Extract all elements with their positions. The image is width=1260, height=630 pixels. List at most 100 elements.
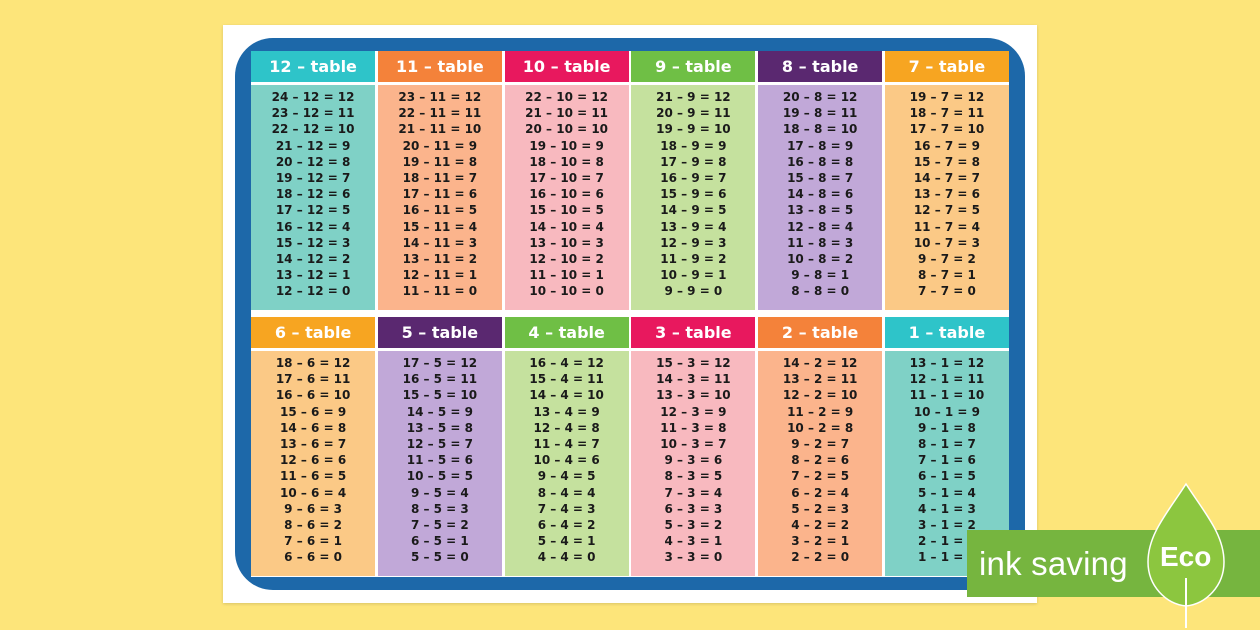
table-body: 17 – 5 = 12 16 – 5 = 11 15 – 5 = 10 14 – 5 … [377,351,502,576]
fact-row: 8 – 1 = 7 [918,436,976,451]
fact-row: 2 – 1 = 1 [918,534,976,549]
table-body: 15 – 3 = 12 14 – 3 = 11 13 – 3 = 10 12 – 3 … [631,351,756,576]
fact-row: 5 – 5 = 0 [410,550,469,565]
fact-row: 4 – 3 = 1 [664,534,723,549]
fact-row: 13 – 7 = 6 [913,187,980,202]
fact-row: 11 – 2 = 9 [787,404,854,419]
worksheet-preview: 12 – table 24 – 12 = 12 23 – 12 = 11 22 – 1… [223,25,1037,603]
fact-row: 14 – 2 = 12 [782,356,858,370]
fact-row: 15 – 10 = 5 [529,203,604,218]
fact-row: 2 – 2 = 0 [791,550,850,565]
tables-row-top: 12 – table 24 – 12 = 12 23 – 12 = 11 22 – 1… [251,51,1009,310]
fact-row: 13 – 9 = 4 [660,219,727,234]
table-body: 23 – 11 = 12 22 – 11 = 11 21 – 11 = 10 20 –… [377,85,502,310]
fact-row: 22 – 10 = 12 [525,90,609,104]
fact-row: 9 – 5 = 4 [410,485,469,500]
fact-row: 11 – 10 = 1 [529,268,604,283]
fact-row: 20 – 9 = 11 [656,106,731,121]
fact-row: 19 – 9 = 10 [656,122,731,137]
fact-row: 9 – 4 = 5 [537,469,596,484]
table-header: 11 – table [377,51,502,82]
table-body: 24 – 12 = 12 23 – 12 = 11 22 – 12 = 10 21 –… [251,85,376,310]
fact-row: 7 – 5 = 2 [410,517,469,532]
fact-row: 14 – 8 = 6 [787,187,854,202]
fact-row: 22 – 12 = 10 [271,122,355,137]
fact-row: 7 – 1 = 6 [918,453,976,468]
fact-row: 5 – 2 = 3 [791,501,850,516]
fact-row: 10 – 10 = 0 [529,284,604,299]
subtraction-table: 11 – table 23 – 11 = 12 22 – 11 = 11 21 – 1… [377,51,502,310]
fact-row: 15 – 6 = 9 [280,404,347,419]
table-header: 5 – table [377,317,502,348]
fact-row: 9 – 9 = 0 [664,284,723,299]
table-header: 7 – table [884,51,1009,82]
fact-row: 18 – 8 = 10 [782,122,858,137]
fact-row: 20 – 10 = 10 [525,122,609,137]
fact-row: 16 – 6 = 10 [275,388,351,403]
fact-row: 23 – 11 = 12 [398,90,482,104]
subtraction-table: 4 – table 16 – 4 = 12 15 – 4 = 11 14 – 4 = … [504,317,629,576]
table-header: 3 – table [631,317,756,348]
fact-row: 15 – 5 = 10 [402,388,478,403]
fact-row: 14 – 7 = 7 [913,170,980,185]
fact-row: 12 – 6 = 6 [280,453,347,468]
fact-row: 7 – 4 = 3 [537,501,596,516]
fact-row: 9 – 1 = 8 [918,420,976,435]
fact-row: 12 – 1 = 11 [909,372,985,387]
fact-row: 8 – 4 = 4 [537,485,596,500]
fact-row: 17 – 8 = 9 [787,138,854,153]
fact-row: 3 – 1 = 2 [918,517,976,532]
fact-row: 9 – 7 = 2 [918,251,976,266]
fact-row: 16 – 4 = 12 [529,356,604,370]
fact-row: 9 – 3 = 6 [664,453,723,468]
fact-row: 18 – 10 = 8 [529,154,604,169]
fact-row: 5 – 3 = 2 [664,517,723,532]
fact-row: 12 – 8 = 4 [787,219,854,234]
fact-row: 6 – 3 = 3 [664,501,723,516]
fact-row: 12 – 5 = 7 [406,436,473,451]
fact-row: 10 – 7 = 3 [913,235,980,250]
fact-row: 8 – 7 = 1 [918,268,976,283]
fact-row: 20 – 12 = 8 [275,154,351,169]
subtraction-table: 6 – table 18 – 6 = 12 17 – 6 = 11 16 – 6 = … [251,317,376,576]
table-body: 20 – 8 = 12 19 – 8 = 11 18 – 8 = 10 17 – 8 … [758,85,883,310]
fact-row: 18 – 12 = 6 [275,187,351,202]
fact-row: 12 – 2 = 10 [782,388,858,403]
fact-row: 13 – 3 = 10 [656,388,731,403]
fact-row: 20 – 8 = 12 [782,90,858,104]
fact-row: 8 – 2 = 6 [791,453,850,468]
table-body: 19 – 7 = 12 18 – 7 = 11 17 – 7 = 10 16 – 7 … [884,85,1009,310]
table-header: 9 – table [631,51,756,82]
fact-row: 13 – 4 = 9 [533,404,600,419]
subtraction-table: 8 – table 20 – 8 = 12 19 – 8 = 11 18 – 8 = … [758,51,883,310]
fact-row: 20 – 11 = 9 [402,138,478,153]
fact-row: 6 – 1 = 5 [918,469,976,484]
fact-row: 19 – 8 = 11 [782,106,858,121]
ink-saving-label: ink saving [979,545,1128,582]
subtraction-table: 12 – table 24 – 12 = 12 23 – 12 = 11 22 – 1… [251,51,376,310]
table-header: 1 – table [884,317,1009,348]
fact-row: 19 – 11 = 8 [402,154,478,169]
fact-row: 10 – 1 = 9 [913,404,980,419]
tables-grid: 12 – table 24 – 12 = 12 23 – 12 = 11 22 – 1… [251,51,1009,577]
table-body: 13 – 1 = 12 12 – 1 = 11 11 – 1 = 10 10 – 1 … [884,351,1009,576]
table-header: 4 – table [504,317,629,348]
fact-row: 10 – 9 = 1 [660,268,727,283]
fact-row: 8 – 6 = 2 [284,517,342,532]
eco-label: Eco [1160,541,1212,572]
fact-row: 6 – 6 = 0 [284,550,342,565]
fact-row: 7 – 7 = 0 [918,284,976,299]
fact-row: 11 – 9 = 2 [660,251,727,266]
fact-row: 13 – 6 = 7 [280,436,347,451]
fact-row: 9 – 8 = 1 [791,268,850,283]
fact-row: 11 – 4 = 7 [533,436,600,451]
fact-row: 21 – 9 = 12 [656,90,731,104]
fact-row: 14 – 4 = 10 [529,388,604,403]
table-header: 10 – table [504,51,629,82]
fact-row: 14 – 11 = 3 [402,235,478,250]
table-body: 22 – 10 = 12 21 – 10 = 11 20 – 10 = 10 19 –… [504,85,629,310]
fact-row: 5 – 1 = 4 [918,485,976,500]
fact-row: 13 – 2 = 11 [782,372,858,387]
subtraction-table: 2 – table 14 – 2 = 12 13 – 2 = 11 12 – 2 = … [758,317,883,576]
fact-row: 8 – 8 = 0 [791,284,850,299]
